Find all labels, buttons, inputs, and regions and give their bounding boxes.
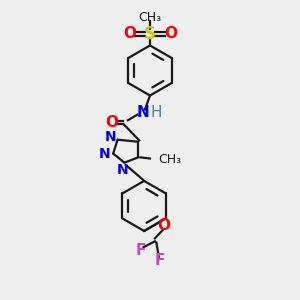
Text: O: O (157, 218, 170, 232)
Text: N: N (104, 130, 116, 144)
Text: N: N (99, 146, 111, 161)
Text: N: N (136, 105, 149, 120)
Text: CH₃: CH₃ (158, 153, 181, 166)
Text: F: F (155, 253, 166, 268)
Text: O: O (164, 26, 177, 41)
Text: F: F (136, 243, 146, 258)
Text: CH₃: CH₃ (138, 11, 162, 24)
Text: H: H (150, 105, 162, 120)
Text: O: O (105, 115, 118, 130)
Text: S: S (144, 25, 156, 43)
Text: O: O (123, 26, 136, 41)
Text: N: N (117, 163, 129, 177)
